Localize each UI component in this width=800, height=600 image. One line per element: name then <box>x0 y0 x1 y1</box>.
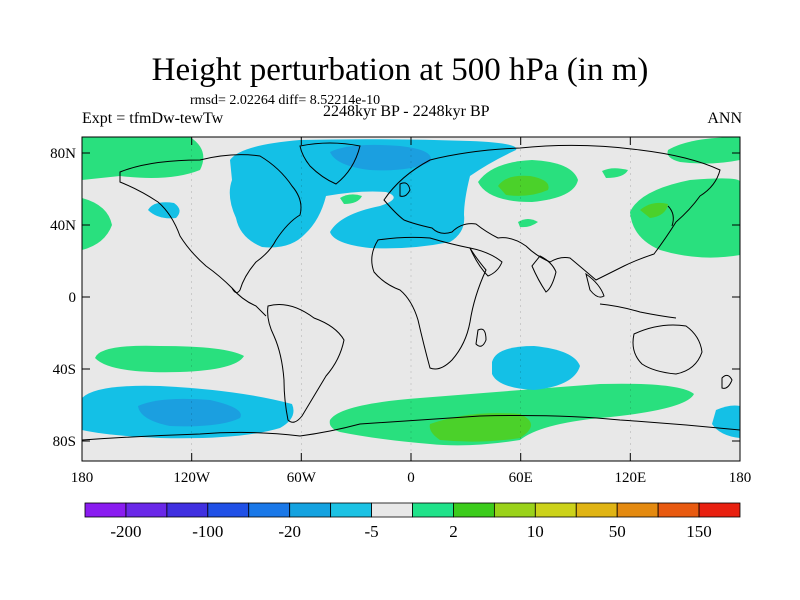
coastlines <box>82 142 740 441</box>
colorbar-box-14 <box>657 502 700 518</box>
negative-core-south-pacific <box>138 398 241 427</box>
coastline-arabia <box>469 247 503 277</box>
coastline-central-america <box>231 287 267 317</box>
colorbar-box-8 <box>412 502 454 518</box>
coastline-madagascar <box>475 328 487 347</box>
negative-field-north-pacific-small <box>148 202 180 219</box>
negative-field-south-atlantic <box>492 346 580 390</box>
coastline-uk <box>399 182 411 197</box>
coastline-southeast-asia <box>585 272 605 298</box>
colorbar-box-2 <box>166 502 209 518</box>
coastline-eurasia <box>383 144 721 281</box>
longitude-axis: 180 120W 60W 0 60E 120E 180 <box>71 137 752 486</box>
strong-negative-cores <box>138 144 431 427</box>
colorbar-box-9 <box>453 502 495 518</box>
colorbar-label-7: 150 <box>686 522 712 541</box>
longitude-gridlines <box>191 137 631 461</box>
latitude-axis: 80N 40N 0 40S 80S <box>50 146 740 450</box>
coastline-south-america <box>267 304 345 423</box>
lon-tick-label-120e: 120E <box>614 470 646 486</box>
coastline-india <box>531 255 557 293</box>
positive-field-northeast-arctic <box>667 137 740 164</box>
lon-tick-label-180e: 180 <box>729 470 752 486</box>
period-label: 2248kyr BP - 2248kyr BP <box>323 103 490 120</box>
lon-tick-label-60w: 60W <box>287 470 317 486</box>
colorbar-box-15 <box>698 502 741 518</box>
lon-tick-label-120w: 120W <box>173 470 211 486</box>
negative-field-southeast-edge <box>712 405 740 438</box>
positive-field-northwest-pacific-arctic <box>82 137 204 180</box>
colorbar-box-10 <box>493 502 536 518</box>
colorbar-label-2: -20 <box>278 522 301 541</box>
negative-core-greenland-europe <box>330 144 431 171</box>
positive-field-north-atlantic-small <box>340 194 362 204</box>
positive-field-east-asia <box>630 178 740 258</box>
lon-tick-label-60e: 60E <box>509 470 533 486</box>
lat-tick-label-40n: 40N <box>50 218 76 234</box>
colorbar-box-4 <box>248 502 291 518</box>
colorbar-box-13 <box>616 502 659 518</box>
colorbar-box-12 <box>575 502 618 518</box>
colorbar-label-5: 10 <box>527 522 544 541</box>
colorbar-label-3: -5 <box>364 522 378 541</box>
coastline-antarctica <box>82 415 740 441</box>
positive-core-southern-ocean <box>429 413 531 442</box>
coastline-north-america <box>119 154 302 294</box>
positive-field-arctic-small <box>602 168 628 178</box>
negative-field-north-atlantic-europe <box>229 139 517 249</box>
colorbar-box-1 <box>125 502 168 518</box>
stats-text: rmsd= 2.02264 diff= 8.52214e-10 <box>190 93 381 108</box>
positive-core-east-asia <box>640 202 668 218</box>
lat-tick-label-80s: 80S <box>53 434 76 450</box>
season-label: ANN <box>707 110 742 127</box>
coastline-australia <box>632 324 703 375</box>
coastline-japan <box>667 205 674 227</box>
colorbar-box-6 <box>330 502 372 518</box>
colorbar-box-5 <box>289 502 332 518</box>
positive-field-black-sea-small <box>518 219 538 228</box>
colorbar-label-6: 50 <box>609 522 626 541</box>
lat-tick-label-80n: 80N <box>50 146 76 162</box>
colorbar-box-7 <box>371 502 413 518</box>
lon-tick-label-180w: 180 <box>71 470 94 486</box>
colorbar-box-3 <box>207 502 250 518</box>
positive-field-west-edge <box>82 198 112 250</box>
coastline-greenland <box>299 142 361 185</box>
coastline-new-zealand <box>721 374 733 389</box>
colorbar-box-11 <box>534 502 577 518</box>
colorbar-labels: -200 -100 -20 -5 2 10 50 150 <box>110 522 711 541</box>
colorbar <box>84 502 741 518</box>
map-title: Height perturbation at 500 hPa (in m) <box>151 52 649 88</box>
positive-core-ural <box>498 175 549 196</box>
coastline-africa <box>371 236 487 370</box>
lat-tick-label-40s: 40S <box>53 362 76 378</box>
coastline-indonesia <box>599 303 677 319</box>
colorbar-label-0: -200 <box>110 522 141 541</box>
experiment-label: Expt = tfmDw-tewTw <box>82 110 224 127</box>
strong-positive-cores <box>429 175 668 442</box>
lat-tick-label-0: 0 <box>69 290 77 306</box>
colorbar-label-4: 2 <box>449 522 458 541</box>
positive-field-south-pacific <box>95 345 244 373</box>
colorbar-label-1: -100 <box>192 522 223 541</box>
lon-tick-label-0: 0 <box>407 470 415 486</box>
colorbar-box-0 <box>84 502 127 518</box>
